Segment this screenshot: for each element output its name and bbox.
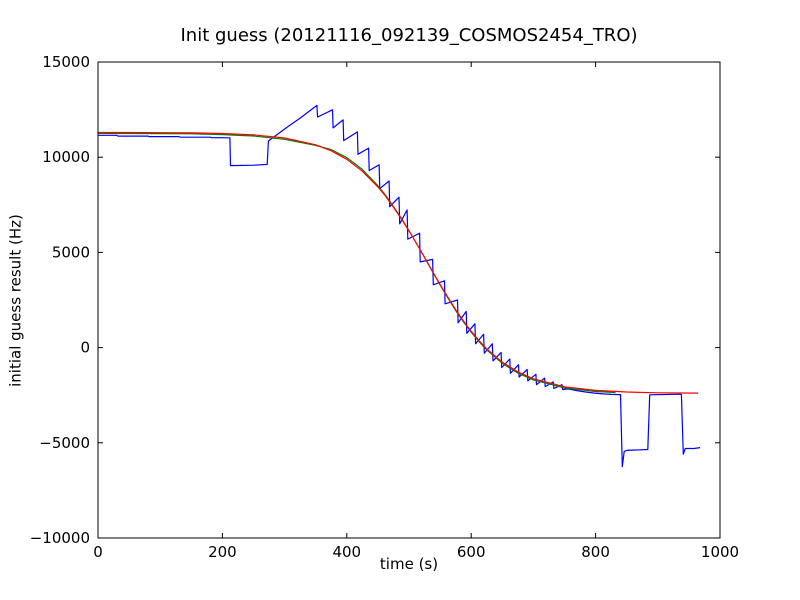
series-data-line <box>98 104 701 468</box>
plot-frame <box>97 61 721 539</box>
x-tick-label: 0 <box>93 543 103 561</box>
y-tick-label: 15000 <box>42 53 90 71</box>
y-tick-label: 10000 <box>42 148 90 166</box>
x-tick-label: 800 <box>581 543 610 561</box>
x-tick-label: 1000 <box>701 543 739 561</box>
x-axis-label: time (s) <box>379 555 439 573</box>
series-fit-red-line <box>98 131 699 394</box>
y-tick-label: 0 <box>80 339 90 357</box>
x-tick-label: 600 <box>457 543 486 561</box>
y-tick-label: −10000 <box>30 529 90 547</box>
y-tick-label: 5000 <box>52 243 90 261</box>
x-tick-label: 200 <box>208 543 237 561</box>
y-tick-label: −5000 <box>39 434 90 452</box>
plot-title: Init guess (20121116_092139_COSMOS2454_T… <box>180 25 638 46</box>
series-fit-green-line <box>97 132 616 394</box>
x-tick-label: 400 <box>332 543 361 561</box>
